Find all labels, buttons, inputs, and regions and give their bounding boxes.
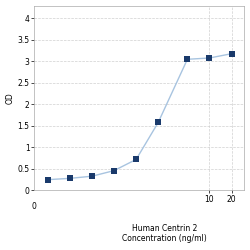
Y-axis label: OD: OD (6, 92, 15, 104)
Text: 0: 0 (31, 202, 36, 210)
Point (230, 52, 234, 56)
Point (186, 57, 190, 61)
Point (90, 174, 94, 178)
Point (46, 178, 50, 182)
Point (112, 168, 116, 172)
X-axis label: Human Centrin 2
Concentration (ng/ml): Human Centrin 2 Concentration (ng/ml) (122, 224, 207, 243)
Point (134, 158, 138, 162)
Point (68, 176, 72, 180)
Point (208, 56, 212, 60)
Point (156, 120, 160, 124)
